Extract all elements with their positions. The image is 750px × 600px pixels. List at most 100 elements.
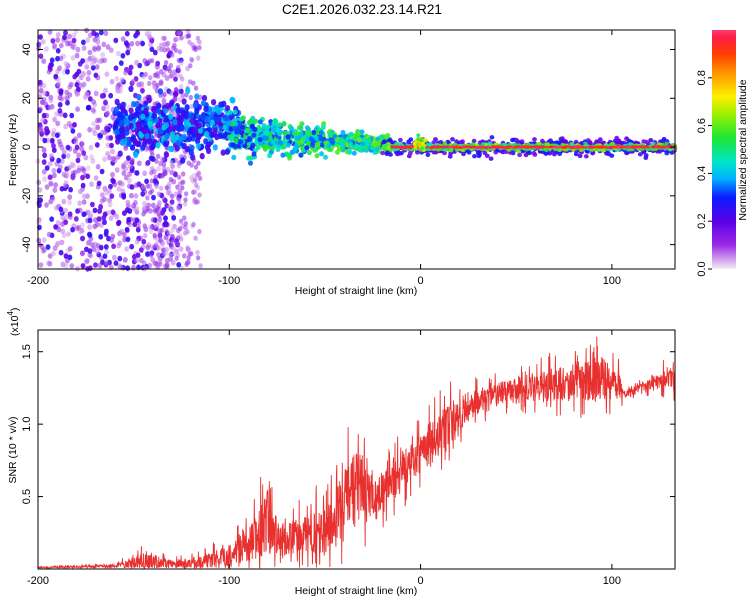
spectrogram-cell [340,142,346,149]
spectrogram-cell [184,104,190,111]
spectrogram-cell [58,141,63,148]
spectrogram-cell [248,160,253,166]
spectrogram-cell [149,252,154,258]
spectrogram-cell [93,262,98,268]
spectrogram-cell [89,181,94,187]
spectrogram-cell [48,180,54,187]
spectrogram-cell [122,236,127,243]
spectrogram-cell [47,174,53,180]
spectrogram-cell [142,224,148,230]
spectrogram-cell [61,153,67,160]
spectrogram-cell [150,143,156,151]
spectrogram-cell [540,138,545,144]
spectrogram-cell [142,170,148,177]
spectrogram-cell [310,142,316,148]
spectrogram-cell [108,47,114,53]
spectrogram-cell [185,87,191,95]
spectrogram-cell [89,60,95,67]
spectrogram-cell [347,149,353,155]
spectrogram-cell [65,144,71,151]
spectrogram-cell [62,182,68,189]
spectrogram-cell [167,230,172,236]
spectrogram-cell [138,247,144,253]
spectrogram-cell [388,152,393,157]
spectrogram-cell [47,161,53,167]
spectrogram-cell [163,215,168,221]
spectrogram-cell [514,138,519,143]
spectrogram-cell [172,42,177,49]
spectrogram-cell [121,170,127,176]
spectrogram-cell [225,105,231,112]
spectrogram-cell [330,140,335,146]
spectrogram-cell [127,221,133,228]
spectrogram-cell [306,149,312,156]
spectrogram-cell [141,128,148,135]
spectrogram-cell [76,152,82,158]
spectrogram-cell [183,125,190,132]
spectrogram-cell [188,112,195,120]
spectrogram-cell [468,146,473,149]
spectrogram-cell [84,64,90,70]
spectrogram-cell [394,145,400,148]
spectrogram-cell [193,85,199,91]
spectrogram-cell [152,101,157,107]
spectrogram-cell [63,207,69,214]
spectrogram-cell [52,187,58,193]
spectrogram-cell [230,121,236,127]
spectrogram-cell [74,52,80,59]
spectrogram-cell [583,154,589,159]
spectrogram-cell [60,261,66,268]
spectrogram-cell [171,215,177,221]
spectrogram-cell [197,175,203,181]
spectrogram-cell [142,200,147,206]
snr-x-axis-label: Height of straight line (km) [295,585,418,597]
spectrogram-y-ticks: -40 -20 0 20 40 [21,43,675,253]
spectrogram-cell [48,97,54,104]
spectrogram-cell [59,186,65,192]
spectrogram-cell [162,221,168,227]
y-tick-label: 40 [21,43,33,55]
spectrogram-cell [114,98,120,106]
spectrogram-cell [641,145,646,148]
spectrogram-cell [251,151,257,157]
spectrogram-cell [128,114,134,122]
spectrogram-cell [109,78,115,85]
spectrogram-cell [497,145,502,149]
spectrogram-cell [156,191,162,197]
spectrogram-cell [94,64,100,70]
spectrogram-cell [117,113,123,121]
spectrogram-cell [104,249,110,255]
spectrogram-cell [76,132,82,139]
spectrogram-cell [518,145,523,149]
spectrogram-cell [130,78,136,85]
colorbar-label: Normalized spectral amplitude [737,79,749,220]
spectrogram-cell [81,39,86,46]
spectrogram-cell [129,243,135,250]
spectrogram-cell [425,152,431,157]
spectrogram-cell [299,121,305,127]
spectrogram-cell [131,202,137,209]
spectrogram-cell [176,68,182,74]
spectrogram-cell [65,100,70,106]
spectrogram-cell [161,247,166,253]
spectrogram-cell [102,185,108,191]
spectrogram-cell [125,265,130,271]
spectrogram-cell [51,167,57,174]
spectrogram-cell [161,162,167,168]
spectrogram-cell [159,46,164,53]
spectrogram-cell [141,211,146,217]
snr-frame [37,329,676,570]
spectrogram-cell [251,132,257,138]
spectrogram-cell [46,231,52,238]
spectrogram-cell [152,234,158,240]
spectrogram-cell [394,141,400,146]
spectrogram-cell [93,241,98,248]
spectrogram-cell [81,193,87,200]
spectrogram-cell [58,42,64,49]
spectrogram-cell [124,246,129,252]
spectrogram-cell [36,179,42,186]
spectrogram-cell [157,88,164,95]
spectrogram-cell [218,101,224,108]
spectrogram-cell [153,222,159,229]
spectrogram-cell [45,244,51,250]
